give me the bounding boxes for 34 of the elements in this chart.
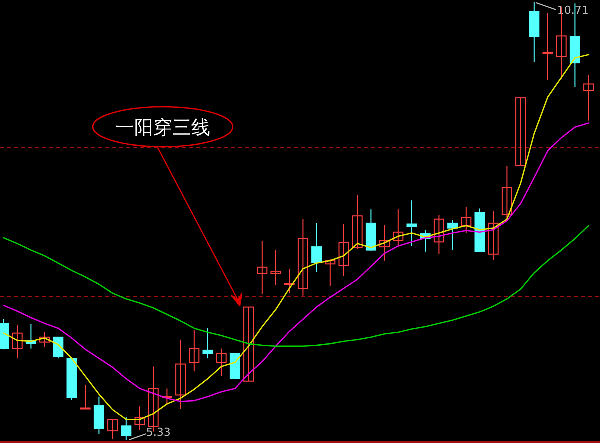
candlestick: [53, 336, 64, 360]
annotation: 一阳穿三线: [116, 117, 210, 139]
candlestick: [108, 419, 118, 440]
candlestick: [393, 209, 404, 248]
candlestick: [40, 332, 50, 348]
annotation: 5.33: [146, 426, 171, 439]
candlestick: [162, 388, 172, 406]
candlestick: [244, 306, 254, 382]
candlestick: [176, 339, 186, 410]
candlestick: [121, 416, 132, 440]
candlestick: [502, 166, 512, 222]
candlestick: [584, 74, 594, 122]
candlestick: [434, 214, 444, 255]
candlestick: [461, 206, 472, 234]
candlestick: [257, 240, 268, 295]
candlestick: [325, 258, 336, 287]
candlestick: [80, 384, 91, 410]
candlestick: [298, 218, 308, 296]
candlestick: [94, 396, 104, 435]
candlestick: [312, 222, 322, 273]
candlestick: [380, 224, 390, 262]
candlestick: [134, 406, 146, 431]
candlestick: [352, 194, 363, 250]
candlestick: [202, 328, 214, 360]
candlestick: [189, 330, 200, 372]
candlestick: [542, 12, 554, 81]
candlestick: [448, 220, 458, 251]
candlestick: [12, 324, 23, 360]
candlestick: [516, 98, 526, 166]
candlestick: [338, 224, 350, 277]
candlestick: [488, 210, 499, 261]
candlestick: [216, 348, 227, 377]
candlestick: [284, 268, 295, 294]
candlestick: [270, 250, 282, 286]
